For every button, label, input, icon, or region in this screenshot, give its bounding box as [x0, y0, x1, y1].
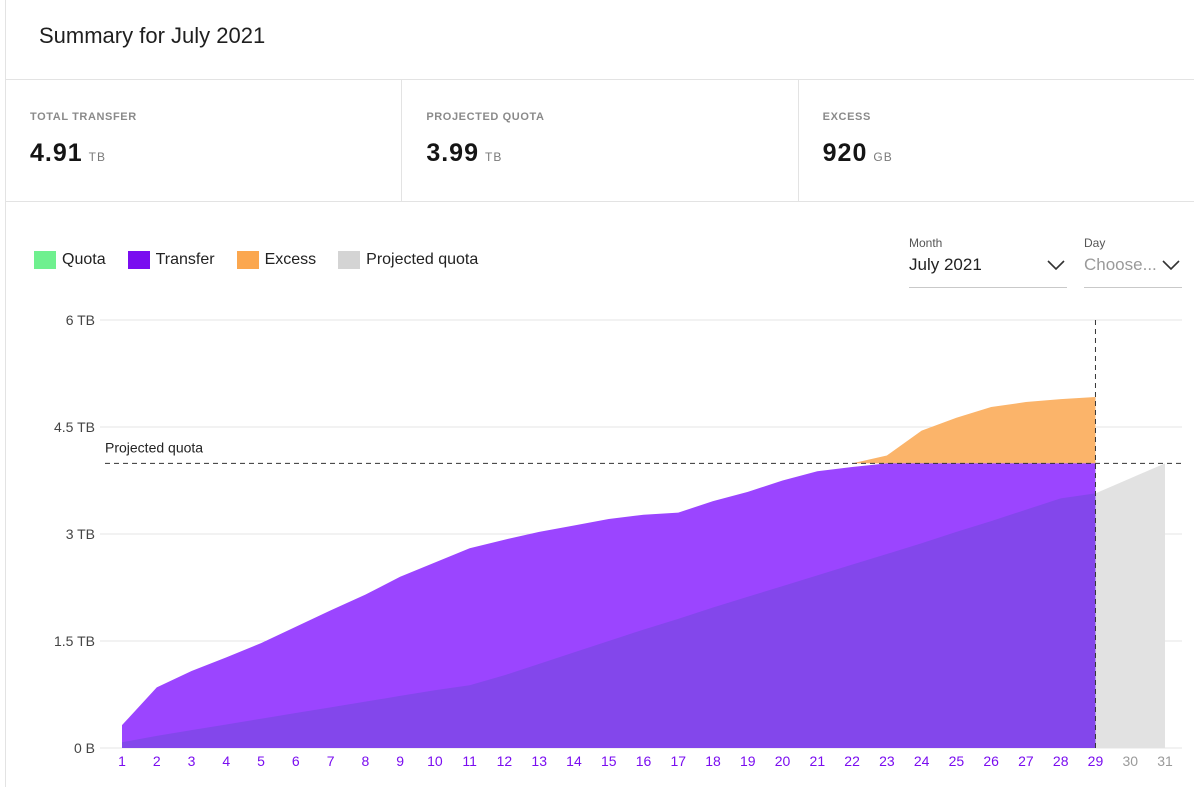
- x-tick-label: 11: [462, 753, 477, 769]
- y-tick-label: 0 B: [74, 740, 95, 756]
- x-tick-label: 4: [222, 753, 230, 769]
- x-tick-label: 10: [427, 753, 443, 769]
- legend-item-quota: Quota: [34, 251, 106, 269]
- stats-row: TOTAL TRANSFER 4.91 TB PROJECTED QUOTA 3.…: [6, 80, 1194, 202]
- x-tick-label: 24: [914, 753, 930, 769]
- x-tick-label: 23: [879, 753, 895, 769]
- stat-total-transfer: TOTAL TRANSFER 4.91 TB: [6, 80, 403, 201]
- x-tick-label: 12: [497, 753, 513, 769]
- stat-label: TOTAL TRANSFER: [30, 111, 137, 123]
- x-tick-label: 8: [361, 753, 369, 769]
- legend-item-excess: Excess: [236, 251, 317, 269]
- stat-label: PROJECTED QUOTA: [426, 111, 545, 123]
- stat-number: 4.91: [30, 139, 83, 167]
- x-tick-label: 9: [396, 753, 404, 769]
- series-area-projected-quota: [1095, 463, 1165, 748]
- stat-label: EXCESS: [822, 111, 871, 123]
- x-tick-label: 2: [153, 753, 161, 769]
- y-tick-label: 4.5 TB: [54, 419, 95, 435]
- x-tick-label: 21: [810, 753, 826, 769]
- day-select-label: Day: [1084, 236, 1106, 250]
- legend-swatch-transfer: [127, 251, 150, 269]
- x-tick-label: 31: [1157, 753, 1173, 769]
- projected-quota-label: Projected quota: [105, 439, 203, 455]
- legend-item-transfer: Transfer: [127, 251, 215, 269]
- stat-unit: TB: [88, 150, 107, 164]
- x-tick-label: 6: [292, 753, 300, 769]
- x-tick-label: 27: [1018, 753, 1034, 769]
- x-tick-label: 17: [670, 753, 686, 769]
- chevron-down-icon: [1047, 260, 1065, 270]
- stat-excess: EXCESS 920 GB: [799, 80, 1194, 201]
- x-tick-label: 25: [949, 753, 965, 769]
- x-tick-label: 13: [531, 753, 547, 769]
- stat-unit: GB: [873, 150, 893, 164]
- series-area-quota: [122, 493, 1096, 748]
- day-select[interactable]: Day Choose...: [1084, 236, 1182, 288]
- stat-number: 920: [822, 139, 868, 167]
- legend-swatch-quota: [34, 251, 56, 269]
- y-tick-label: 3 TB: [66, 526, 95, 542]
- x-tick-label: 22: [844, 753, 860, 769]
- x-tick-label: 18: [705, 753, 721, 769]
- stat-number: 3.99: [426, 139, 479, 167]
- month-select[interactable]: Month July 2021: [909, 236, 1067, 288]
- legend-item-projected-quota: Projected quota: [338, 251, 478, 269]
- month-select-label: Month: [909, 236, 943, 250]
- x-tick-label: 16: [636, 753, 652, 769]
- month-select-value: July 2021: [909, 255, 982, 274]
- x-tick-label: 19: [740, 753, 756, 769]
- legend-swatch-excess: [236, 251, 259, 269]
- x-tick-label: 3: [188, 753, 196, 769]
- chevron-down-icon: [1162, 260, 1180, 270]
- x-tick-label: 20: [775, 753, 791, 769]
- legend-label: Quota: [62, 251, 106, 268]
- y-tick-label: 6 TB: [66, 312, 95, 328]
- x-tick-label: 5: [257, 753, 265, 769]
- stat-projected-quota: PROJECTED QUOTA 3.99 TB: [402, 80, 799, 201]
- legend-label: Transfer: [155, 251, 215, 268]
- summary-header: Summary for July 2021: [6, 0, 1194, 80]
- stat-value: 920 GB: [823, 139, 1194, 168]
- x-tick-label: 1: [118, 753, 126, 769]
- day-select-placeholder: Choose...: [1084, 255, 1157, 274]
- summary-panel: Summary for July 2021 TOTAL TRANSFER 4.9…: [5, 0, 1194, 787]
- x-tick-label: 15: [601, 753, 617, 769]
- page-title: Summary for July 2021: [39, 22, 266, 48]
- chart-legend: Quota Transfer Excess Projected quota: [34, 251, 500, 269]
- series-area-excess: [852, 397, 1096, 464]
- x-tick-label: 30: [1122, 753, 1138, 769]
- x-tick-label: 29: [1088, 753, 1104, 769]
- stat-value: 3.99 TB: [426, 139, 797, 168]
- legend-label: Excess: [264, 251, 317, 268]
- legend-swatch-projected-quota: [338, 251, 361, 269]
- x-tick-label: 14: [566, 753, 582, 769]
- x-tick-label: 28: [1053, 753, 1069, 769]
- y-tick-label: 1.5 TB: [54, 633, 95, 649]
- stat-unit: TB: [485, 150, 503, 164]
- stat-value: 4.91 TB: [30, 139, 401, 168]
- x-tick-label: 7: [327, 753, 335, 769]
- legend-label: Projected quota: [366, 251, 479, 268]
- x-tick-label: 26: [983, 753, 999, 769]
